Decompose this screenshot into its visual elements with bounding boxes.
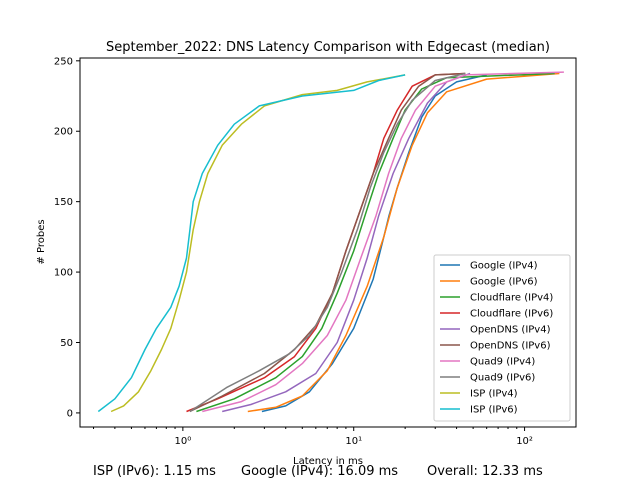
summary-google: Google (IPv4): 16.09 ms (241, 464, 399, 479)
legend: Google (IPv4) Google (IPv6) Cloudflare (IP… (433, 254, 571, 422)
series-line-3 (186, 72, 466, 413)
series-line-6 (202, 71, 564, 413)
legend-label: ISP (IPv6) (470, 405, 518, 416)
legend-label: Google (IPv4) (470, 261, 538, 272)
legend-label: OpenDNS (IPv6) (470, 341, 551, 352)
plot-frame (79, 57, 577, 428)
legend-label: ISP (IPv4) (470, 389, 518, 400)
x-axis-label: Latency in ms (293, 456, 363, 467)
x-tick-label: 10⁰ (174, 436, 191, 447)
legend-label: Quad9 (IPv4) (470, 357, 535, 368)
y-tick-label: 250 (54, 56, 73, 67)
series-line-8 (110, 74, 406, 413)
axes: 10⁰ 10¹ 10² 0 50 100 150 200 250 (54, 56, 533, 447)
summary-overall: Overall: 12.33 ms (427, 464, 543, 479)
legend-label: Google (IPv6) (470, 277, 538, 288)
x-tick-label: 10¹ (345, 436, 362, 447)
y-tick-label: 100 (54, 268, 73, 279)
y-tick-label: 0 (67, 408, 73, 419)
legend-label: OpenDNS (IPv4) (470, 325, 551, 336)
series-lines (97, 71, 564, 413)
y-tick-label: 150 (54, 197, 73, 208)
series-line-9 (97, 74, 406, 413)
legend-label: Quad9 (IPv6) (470, 373, 535, 384)
legend-label: Cloudflare (IPv6) (470, 309, 553, 320)
legend-label: Cloudflare (IPv4) (470, 293, 553, 304)
x-tick-label: 10² (516, 436, 533, 447)
y-tick-label: 200 (54, 127, 73, 138)
chart-title: September_2022: DNS Latency Comparison w… (106, 40, 550, 55)
series-line-7 (189, 72, 466, 413)
series-line-1 (247, 72, 560, 413)
series-line-4 (222, 72, 471, 413)
series-line-5 (189, 72, 466, 413)
series-line-2 (196, 72, 555, 413)
legend-box (433, 254, 571, 422)
y-tick-label: 50 (60, 338, 73, 349)
summary-isp: ISP (IPv6): 1.15 ms (93, 464, 216, 479)
y-axis-label: # Probes (36, 219, 47, 264)
